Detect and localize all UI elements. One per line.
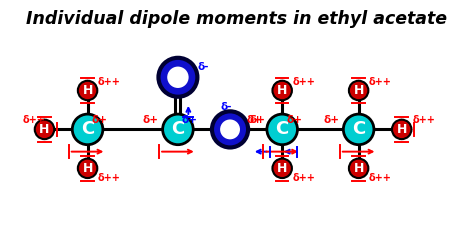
Text: δ+: δ+ bbox=[286, 115, 302, 125]
Circle shape bbox=[349, 159, 368, 178]
Circle shape bbox=[343, 114, 374, 145]
Text: H: H bbox=[354, 84, 364, 97]
Text: δ++: δ++ bbox=[292, 77, 316, 87]
Circle shape bbox=[267, 114, 298, 145]
Text: O: O bbox=[170, 68, 186, 87]
Text: H: H bbox=[277, 162, 287, 175]
Text: δ+: δ+ bbox=[182, 115, 197, 125]
Text: C: C bbox=[275, 120, 289, 138]
Title: Individual dipole moments in ethyl acetate: Individual dipole moments in ethyl aceta… bbox=[27, 10, 447, 28]
Circle shape bbox=[167, 67, 189, 88]
Text: δ++: δ++ bbox=[98, 77, 121, 87]
Text: δ+: δ+ bbox=[249, 115, 265, 125]
Text: δ+: δ+ bbox=[246, 115, 263, 125]
Text: δ+: δ+ bbox=[323, 115, 339, 125]
Text: δ-: δ- bbox=[197, 62, 209, 72]
Text: C: C bbox=[81, 120, 94, 138]
Circle shape bbox=[220, 119, 240, 139]
Text: δ-: δ- bbox=[221, 102, 232, 112]
Circle shape bbox=[392, 120, 411, 139]
Circle shape bbox=[72, 114, 103, 145]
Circle shape bbox=[349, 81, 368, 100]
Text: δ++: δ++ bbox=[412, 115, 435, 125]
Text: C: C bbox=[352, 120, 365, 138]
Text: H: H bbox=[277, 84, 287, 97]
Circle shape bbox=[212, 111, 248, 147]
Text: H: H bbox=[397, 123, 407, 136]
Circle shape bbox=[163, 114, 193, 145]
Text: δ++: δ++ bbox=[292, 173, 316, 183]
Circle shape bbox=[273, 81, 292, 100]
Text: δ++: δ++ bbox=[98, 173, 121, 183]
Circle shape bbox=[78, 81, 97, 100]
Text: H: H bbox=[82, 84, 93, 97]
Circle shape bbox=[35, 120, 54, 139]
Text: δ++: δ++ bbox=[22, 115, 45, 125]
Text: H: H bbox=[39, 123, 50, 136]
Circle shape bbox=[78, 159, 97, 178]
Text: O: O bbox=[222, 120, 237, 138]
Text: H: H bbox=[82, 162, 93, 175]
Circle shape bbox=[273, 159, 292, 178]
Text: δ++: δ++ bbox=[369, 173, 392, 183]
Text: δ+: δ+ bbox=[92, 115, 108, 125]
Text: H: H bbox=[354, 162, 364, 175]
Circle shape bbox=[158, 58, 197, 97]
Text: δ++: δ++ bbox=[369, 77, 392, 87]
Text: C: C bbox=[171, 120, 184, 138]
Text: δ+: δ+ bbox=[143, 115, 158, 125]
